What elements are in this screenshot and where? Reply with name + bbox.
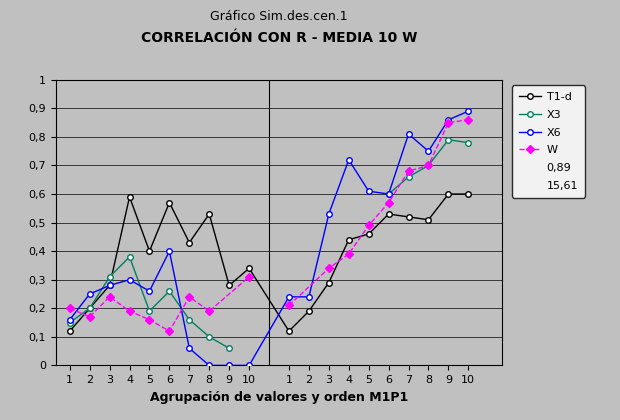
Legend: T1-d, X3, X6, W, 0,89, 15,61: T1-d, X3, X6, W, 0,89, 15,61	[512, 85, 585, 197]
X-axis label: Agrupación de valores y orden M1P1: Agrupación de valores y orden M1P1	[150, 391, 408, 404]
Text: CORRELACIÓN CON R - MEDIA 10 W: CORRELACIÓN CON R - MEDIA 10 W	[141, 32, 417, 45]
Text: Gráfico Sim.des.cen.1: Gráfico Sim.des.cen.1	[210, 10, 348, 24]
